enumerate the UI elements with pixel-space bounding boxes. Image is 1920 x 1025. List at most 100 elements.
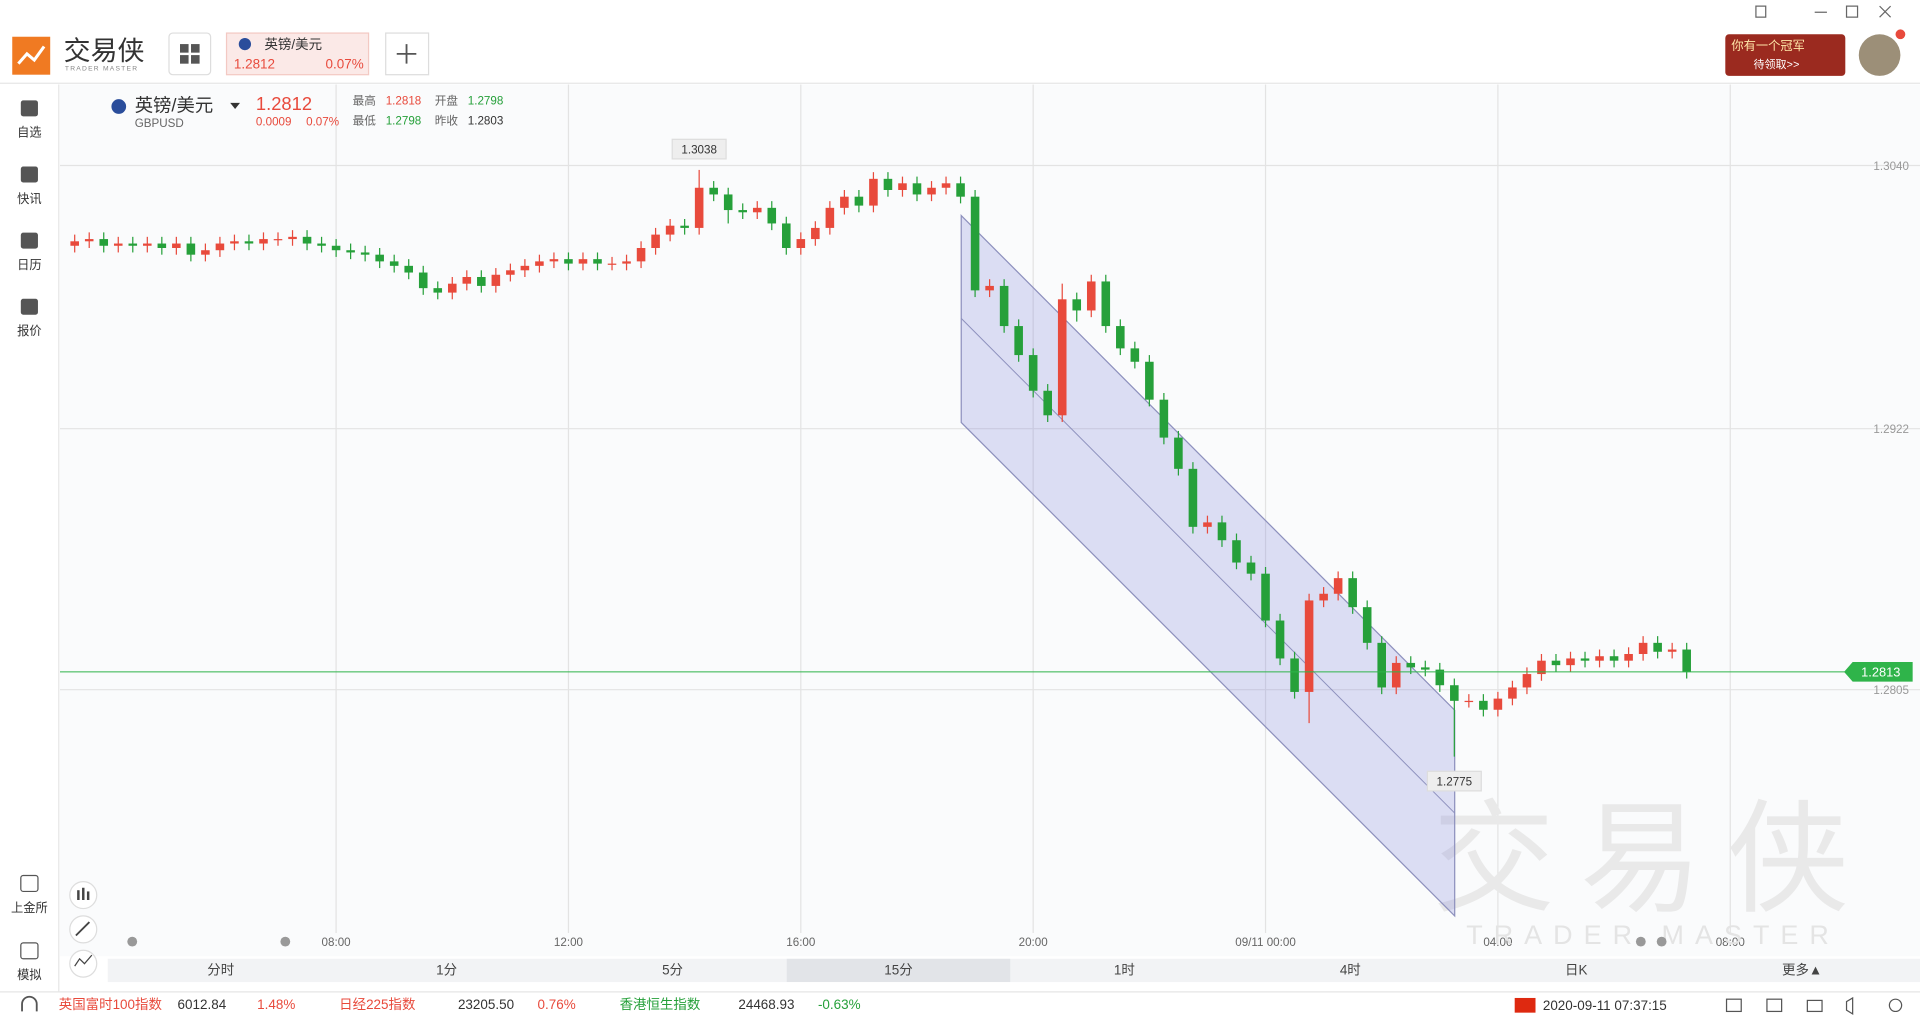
- candle-body: [1217, 522, 1227, 541]
- sidebar-label[interactable]: 快讯: [17, 192, 41, 206]
- candle-body: [1304, 600, 1314, 692]
- candle-body: [912, 183, 922, 195]
- timeframe-button[interactable]: 日K: [1565, 963, 1587, 978]
- candle-body: [1261, 573, 1270, 621]
- candle-body: [215, 243, 225, 251]
- avatar[interactable]: [1858, 34, 1901, 76]
- ticker-name: 香港恒生指数: [620, 997, 701, 1012]
- timeframe-button[interactable]: 15分: [884, 963, 912, 978]
- ticker-change: 1.48%: [257, 997, 295, 1012]
- symbol-tab[interactable]: [225, 32, 370, 76]
- sidebar-icon[interactable]: [20, 942, 39, 960]
- clock: 2020-09-11 07:37:15: [1543, 998, 1667, 1013]
- sidebar-label[interactable]: 报价: [17, 323, 41, 338]
- timeframe-button[interactable]: 1时: [1114, 963, 1135, 978]
- sidebar-icon[interactable]: [20, 100, 38, 117]
- layout-icon: [180, 44, 200, 64]
- flag-icon: [111, 99, 127, 114]
- candle-body: [1232, 540, 1241, 563]
- promo-line2: 待领取>>: [1753, 57, 1799, 71]
- candle-body: [985, 285, 994, 291]
- dropdown-icon[interactable]: [230, 102, 240, 109]
- extreme-label: 1.3038: [681, 143, 717, 156]
- candle-body: [1362, 607, 1372, 643]
- candle-body: [230, 241, 239, 244]
- candle-body: [346, 250, 355, 253]
- candle-body: [1188, 468, 1198, 527]
- sidebar-icon[interactable]: [20, 874, 39, 893]
- candle-body: [99, 239, 109, 246]
- status-bar: [0, 991, 1920, 1020]
- y-tick-label: 1.2805: [1873, 684, 1909, 697]
- support-icon[interactable]: [21, 995, 38, 1012]
- candle-body: [622, 261, 631, 264]
- notification-dot: [1895, 29, 1906, 40]
- timeframe-button[interactable]: 1分: [436, 963, 457, 978]
- candle-body: [883, 178, 893, 190]
- x-tick-label: 08:00: [1716, 936, 1746, 949]
- sidebar-label[interactable]: 自选: [17, 126, 41, 140]
- candle-body: [1624, 653, 1633, 661]
- candle-body: [157, 243, 167, 248]
- candle-body: [564, 259, 573, 264]
- timeframe-button[interactable]: 分时: [207, 963, 234, 978]
- candle-body: [128, 243, 138, 246]
- candle-body: [1609, 656, 1619, 661]
- last-price-tag: [1844, 662, 1913, 682]
- stat-value: 1.2803: [468, 114, 504, 127]
- sidebar-label[interactable]: 上金所: [11, 900, 48, 915]
- candle-body: [1638, 642, 1648, 654]
- watermark-en: TRADER MASTER: [1466, 920, 1840, 950]
- candle-body: [927, 187, 936, 195]
- candle-body: [869, 178, 878, 206]
- candle-body: [1246, 562, 1256, 574]
- window-controls[interactable]: [1755, 5, 1892, 18]
- stat-value: 1.2818: [386, 95, 422, 108]
- candle-body: [259, 239, 268, 244]
- candle-body: [680, 225, 689, 228]
- timeframe-button[interactable]: 更多▲: [1782, 962, 1822, 978]
- timeframe-button[interactable]: 5分: [662, 963, 683, 978]
- extreme-label: 1.2775: [1437, 775, 1473, 788]
- candle-body: [898, 183, 907, 190]
- y-tick-label: 1.2922: [1873, 423, 1909, 436]
- promo-line1: 你有一个冠军: [1731, 39, 1804, 53]
- quote-stats: 最高 1.2818 开盘 1.2798 最低 1.2798 昨收 1.2803: [353, 94, 504, 128]
- candle-body: [1537, 660, 1546, 675]
- quote-code: GBPUSD: [135, 117, 184, 130]
- timeframe-button[interactable]: 4时: [1340, 963, 1361, 978]
- chart-tools[interactable]: [69, 881, 98, 978]
- candle-body: [1319, 593, 1328, 601]
- candle-body: [84, 239, 94, 242]
- layout-button[interactable]: [168, 32, 212, 76]
- x-tick-label: 12:00: [554, 936, 584, 949]
- candle-body: [535, 261, 544, 266]
- logo-text: 交易侠: [64, 36, 145, 66]
- sidebar-icon[interactable]: [20, 298, 38, 315]
- ticker-value: 6012.84: [178, 997, 227, 1012]
- candle-body: [375, 254, 384, 262]
- candle-body: [317, 243, 326, 246]
- candle-body: [593, 259, 602, 264]
- candle-body: [1130, 348, 1140, 362]
- sidebar-icon[interactable]: [20, 232, 38, 249]
- x-tick-label: 08:00: [322, 936, 352, 949]
- candle-body: [1667, 649, 1677, 652]
- x-tick-label: 09/11 00:00: [1235, 936, 1296, 949]
- candle-body: [477, 276, 486, 286]
- quote-name: 英镑/美元: [135, 94, 214, 115]
- sidebar-icon[interactable]: [20, 166, 38, 183]
- candle-body: [825, 207, 835, 228]
- candle-body: [506, 270, 515, 275]
- promo-banner[interactable]: [1725, 34, 1846, 76]
- sidebar-label[interactable]: 日历: [17, 258, 41, 272]
- candle-body: [1551, 660, 1561, 666]
- sidebar-label[interactable]: 模拟: [17, 968, 41, 982]
- ticker: 英国富时100指数 6012.84 1.48% 日经225指数 23205.50 0.76…: [59, 996, 861, 1012]
- timeframe-bar: [107, 958, 1920, 983]
- extreme-label-box: [671, 138, 727, 160]
- stat-label: 昨收: [435, 113, 459, 127]
- status-icons[interactable]: [1725, 996, 1903, 1015]
